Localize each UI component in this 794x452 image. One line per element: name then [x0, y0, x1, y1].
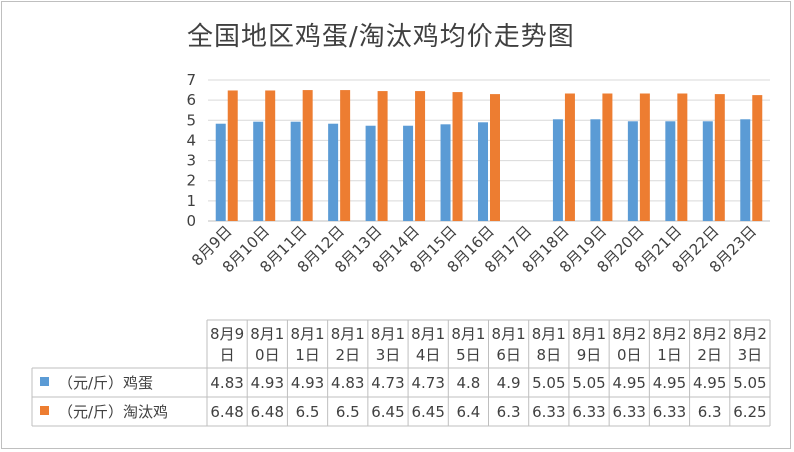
culled-hen-price-bar [227, 90, 238, 221]
y-tick-label: 7 [186, 71, 196, 89]
table-value: 6.33 [532, 403, 565, 421]
table-header-line1: 8月1 [492, 325, 526, 343]
table-value: 4.93 [291, 374, 324, 392]
table-value: 6.33 [572, 403, 605, 421]
table-value: 6.33 [653, 403, 686, 421]
egg-price-bar [478, 122, 488, 221]
culled-hen-price-bar [564, 93, 575, 221]
table-header-line2: 3日 [376, 346, 401, 364]
table-header-line1: 8月1 [331, 325, 365, 343]
table-value: 4.9 [497, 374, 521, 392]
chart-title: 全国地区鸡蛋/淘汰鸡均价走势图 [187, 22, 575, 52]
table-value: 4.73 [411, 374, 444, 392]
egg-price-bar [590, 119, 601, 221]
table-header-line1: 8月1 [290, 325, 324, 343]
y-tick-label: 3 [186, 152, 196, 170]
egg-price-bar [253, 121, 264, 221]
table-value: 4.95 [693, 374, 726, 392]
y-tick-label: 5 [186, 111, 196, 129]
table-header-line1: 8月2 [693, 325, 727, 343]
table-value: 5.05 [733, 374, 766, 392]
egg-price-bar [740, 119, 751, 221]
culled-hen-price-bar [452, 92, 463, 221]
egg-price-bar [702, 121, 713, 221]
table-header-line2: 日 [220, 346, 235, 364]
table-value: 6.33 [613, 403, 646, 421]
table-value: 4.83 [210, 374, 243, 392]
table-value: 6.4 [456, 403, 480, 421]
egg-price-bar [403, 125, 414, 221]
egg-price-bar [665, 121, 676, 221]
legend-label: （元/斤）淘汰鸡 [58, 403, 168, 421]
table-header-line1: 8月1 [572, 325, 606, 343]
table-value: 4.95 [653, 374, 686, 392]
table-header-line2: 2日 [697, 346, 722, 364]
egg-price-bar [215, 123, 226, 221]
y-tick-label: 6 [186, 91, 196, 109]
y-tick-label: 2 [186, 172, 196, 190]
table-header-line2: 1日 [657, 346, 682, 364]
table-value: 5.05 [532, 374, 565, 392]
table-header-line1: 8月2 [612, 325, 646, 343]
culled-hen-price-bar [677, 93, 688, 221]
y-tick-label: 4 [186, 131, 196, 149]
table-header-line2: 5日 [456, 346, 481, 364]
culled-hen-price-bar [340, 90, 351, 221]
table-header-line2: 1日 [295, 346, 320, 364]
table-value: 6.45 [411, 403, 444, 421]
culled-hen-price-bar [302, 90, 313, 221]
table-header-line2: 6日 [496, 346, 521, 364]
table-value: 6.45 [371, 403, 404, 421]
y-tick-label: 0 [186, 212, 196, 230]
table-header-line1: 8月9 [210, 325, 244, 343]
table-value: 6.48 [251, 403, 284, 421]
table-header-line1: 8月1 [532, 325, 566, 343]
culled-hen-price-bar [415, 91, 426, 221]
culled-hen-price-bar [714, 94, 725, 221]
table-value: 4.8 [456, 374, 480, 392]
egg-price-bar [552, 119, 563, 221]
table-header-line2: 8日 [537, 346, 562, 364]
table-header-line2: 4日 [416, 346, 441, 364]
table-value: 4.73 [371, 374, 404, 392]
table-header-line2: 3日 [738, 346, 763, 364]
table-header-line1: 8月2 [652, 325, 686, 343]
culled-hen-price-bar [752, 95, 763, 221]
table-header-line2: 0日 [255, 346, 280, 364]
table-value: 6.3 [698, 403, 722, 421]
egg-price-bar [627, 121, 638, 221]
culled-hen-price-bar [490, 94, 500, 221]
table-header-line1: 8月1 [371, 325, 405, 343]
table-value: 6.5 [296, 403, 320, 421]
legend-label: （元/斤）鸡蛋 [58, 374, 153, 392]
culled-hen-price-bar [639, 93, 650, 221]
culled-hen-price-bar [602, 93, 613, 221]
egg-price-bar [365, 125, 376, 221]
table-value: 6.3 [497, 403, 521, 421]
legend-key [40, 406, 49, 415]
table-value: 5.05 [572, 374, 605, 392]
egg-price-bar [440, 124, 451, 221]
table-header-line1: 8月1 [411, 325, 445, 343]
table-header-line2: 0日 [617, 346, 642, 364]
table-value: 4.93 [251, 374, 284, 392]
table-header-line1: 8月2 [733, 325, 767, 343]
culled-hen-price-bar [377, 91, 388, 221]
table-value: 6.25 [733, 403, 766, 421]
culled-hen-price-bar [265, 90, 276, 221]
table-value: 6.48 [210, 403, 243, 421]
table-value: 4.95 [613, 374, 646, 392]
egg-price-bar [290, 121, 301, 221]
table-header-line2: 9日 [577, 346, 602, 364]
legend-key [40, 377, 49, 386]
egg-price-bar [328, 123, 339, 221]
table-header-line2: 2日 [335, 346, 360, 364]
table-header-line1: 8月1 [451, 325, 485, 343]
table-header-line1: 8月1 [250, 325, 284, 343]
table-value: 6.5 [336, 403, 360, 421]
table-value: 4.83 [331, 374, 364, 392]
y-tick-label: 1 [186, 192, 196, 210]
